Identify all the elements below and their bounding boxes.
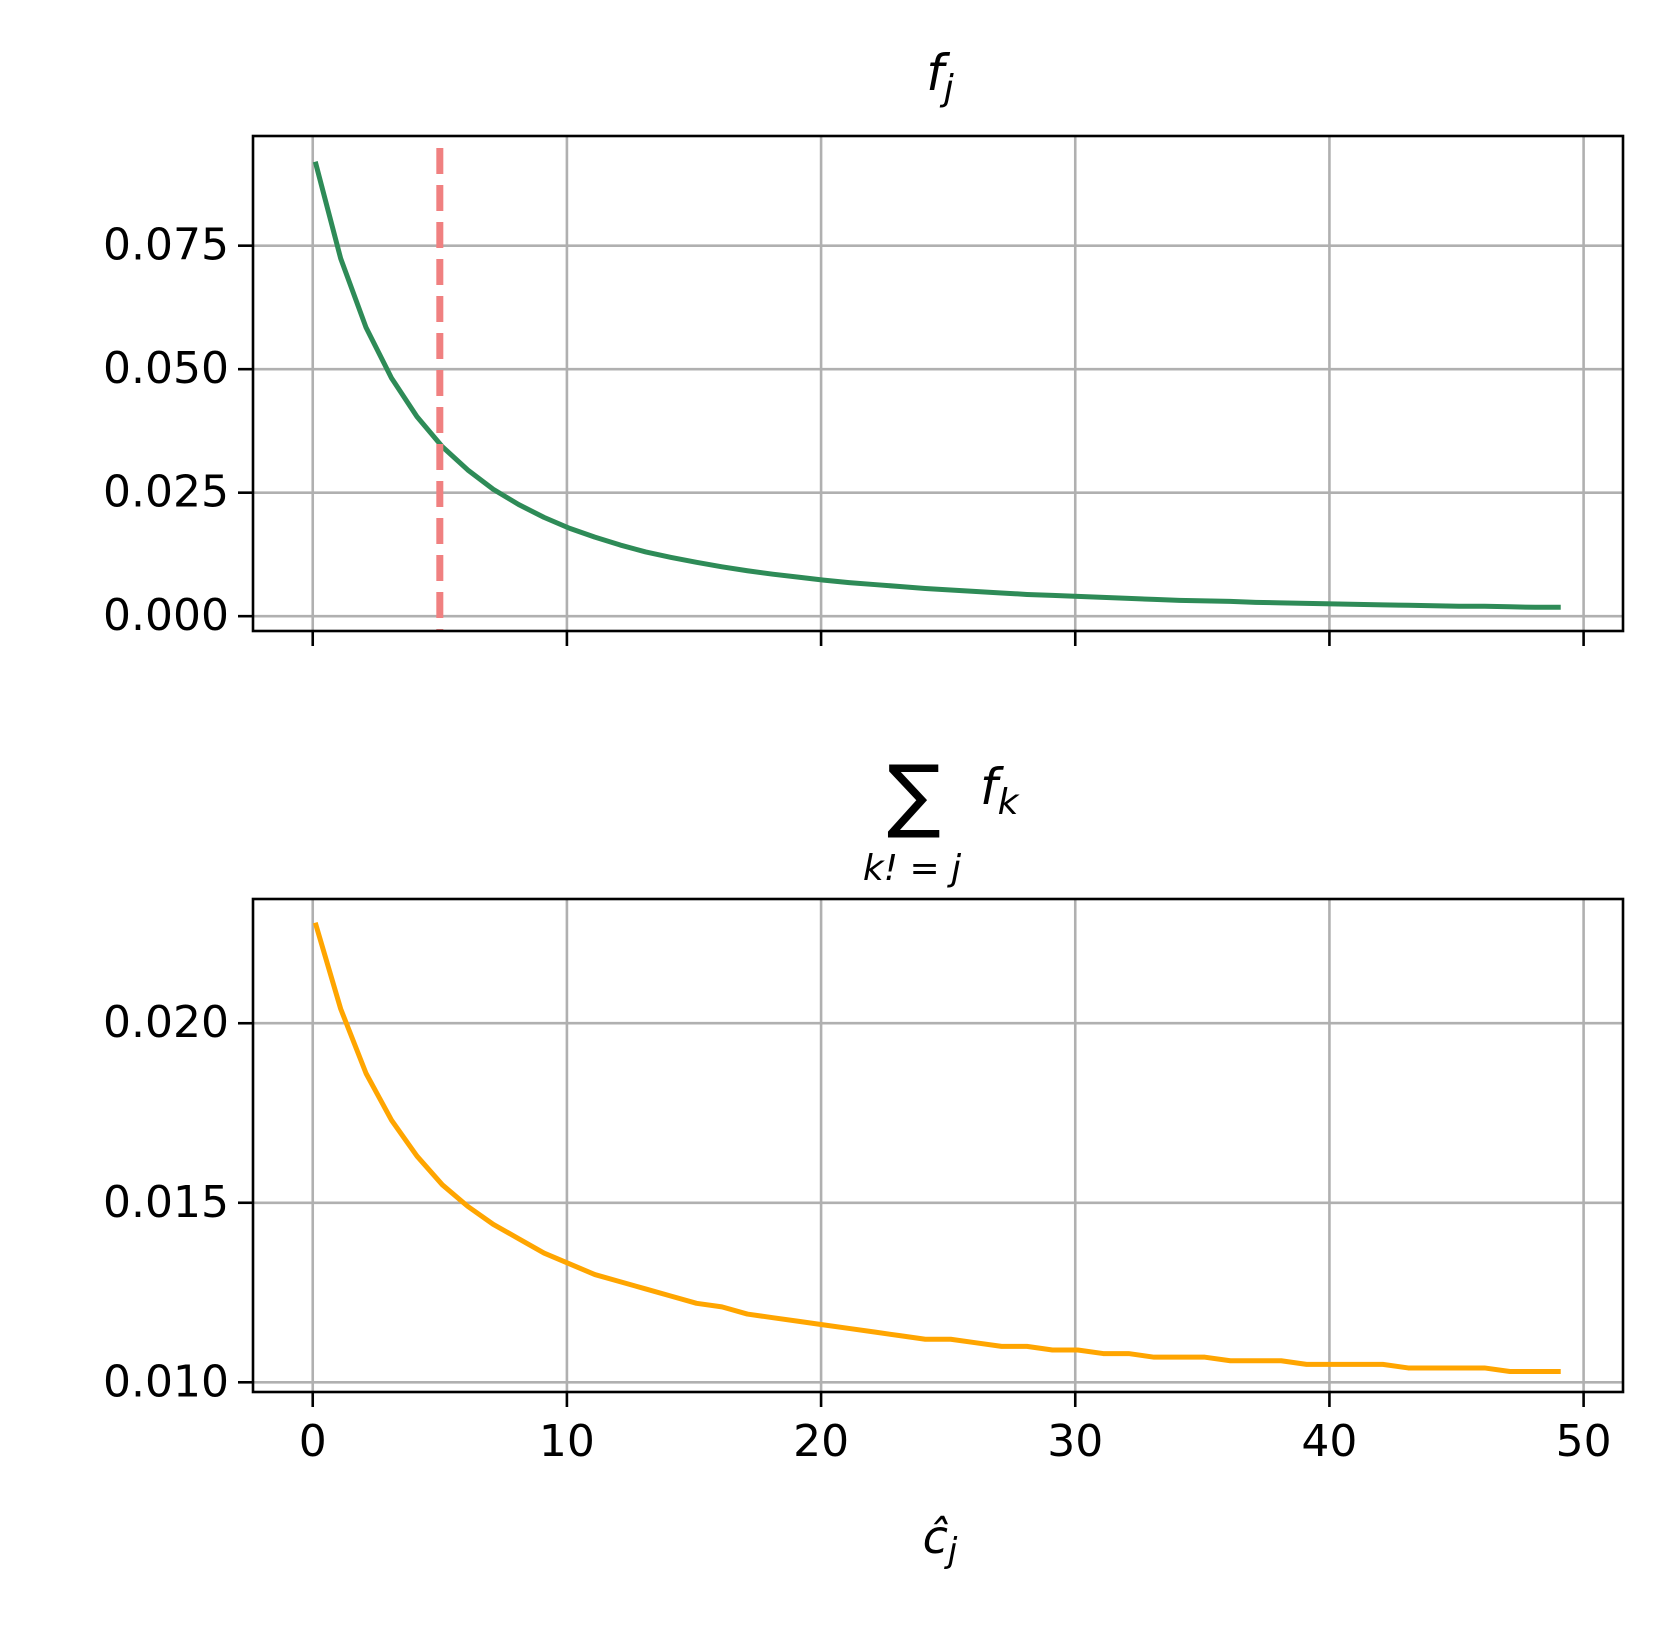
x-tick-label: 40 xyxy=(1301,1416,1357,1467)
x-tick-label: 50 xyxy=(1556,1416,1612,1467)
x-tick-label: 30 xyxy=(1047,1416,1103,1467)
x-tick-label: 0 xyxy=(299,1416,327,1467)
bottom-title: fk xyxy=(980,758,1021,824)
y-tick-label: 0.020 xyxy=(103,997,229,1048)
y-tick-label: 0.075 xyxy=(103,220,229,271)
top-title: fj xyxy=(926,44,954,110)
x-tick-label: 20 xyxy=(793,1416,849,1467)
data-line xyxy=(312,921,1561,1375)
x-tick-label: 10 xyxy=(539,1416,595,1467)
xlabel-main: ĉ xyxy=(923,1510,949,1564)
axes-frame xyxy=(251,897,1625,1394)
y-tick-label: 0.015 xyxy=(103,1177,229,1228)
sum-symbol: ∑ xyxy=(887,748,941,841)
x-axis-label: ĉj xyxy=(923,1510,958,1571)
data-line xyxy=(312,161,1561,610)
title-sub: k xyxy=(998,782,1021,823)
y-tick-label: 0.025 xyxy=(103,467,229,518)
sum-under: k! = j xyxy=(863,848,961,889)
y-tick-label: 0.010 xyxy=(103,1356,229,1407)
y-tick-label: 0.050 xyxy=(103,343,229,394)
xlabel-sub: j xyxy=(944,1531,958,1571)
y-tick-label: 0.000 xyxy=(103,590,229,641)
axes-frame xyxy=(251,134,1625,633)
